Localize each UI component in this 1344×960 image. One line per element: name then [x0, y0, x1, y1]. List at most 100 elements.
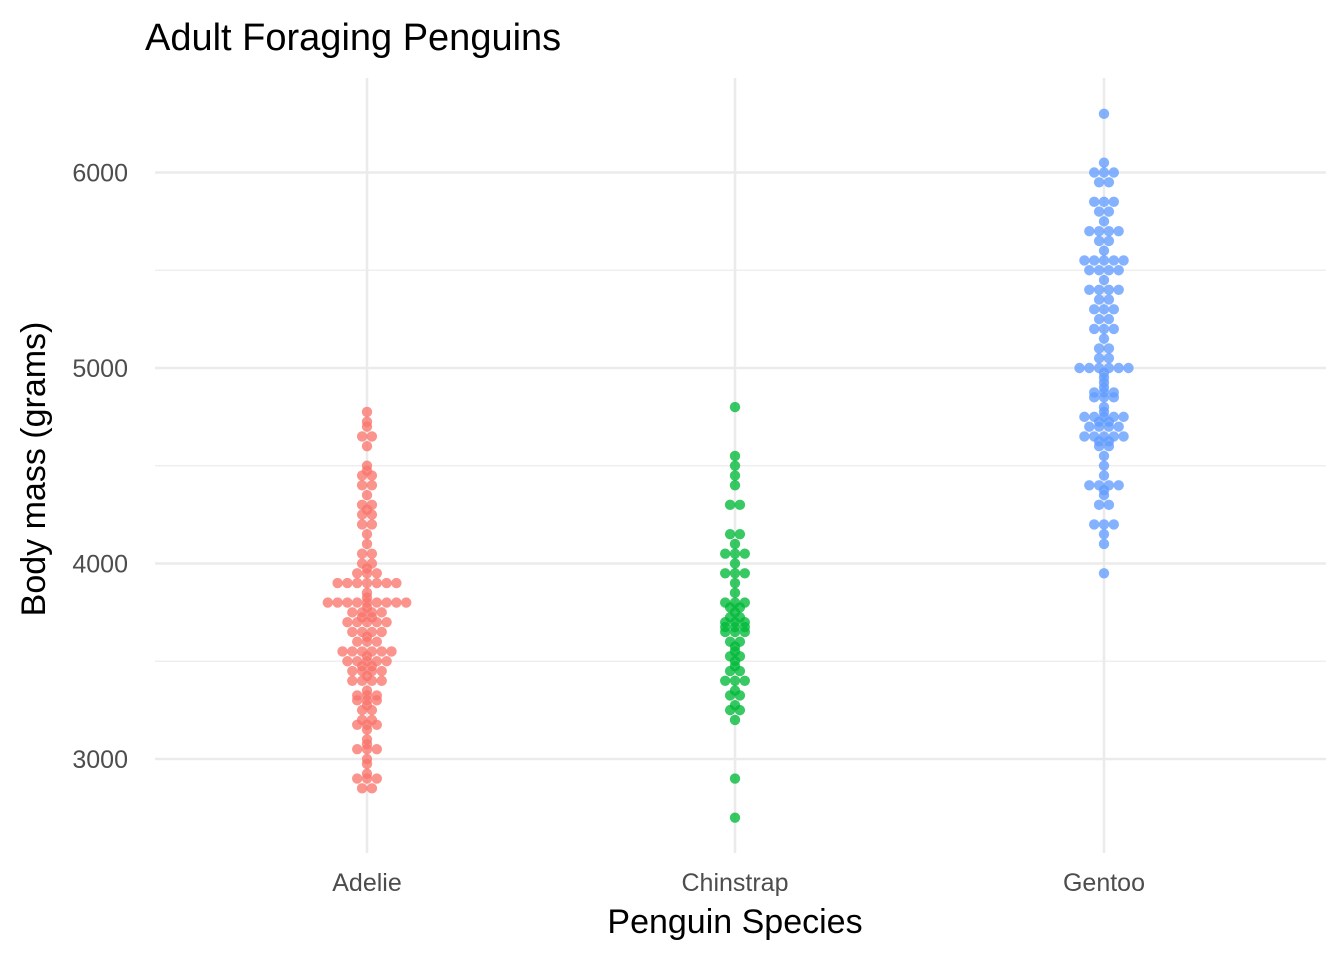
data-point-adelie: [366, 431, 378, 442]
data-point-gentoo: [1098, 323, 1110, 335]
data-point-adelie: [352, 597, 363, 608]
data-point-chinstrap: [720, 675, 731, 686]
x-tick-label: Gentoo: [1063, 869, 1145, 897]
data-point-adelie: [361, 734, 373, 745]
data-point-gentoo: [1098, 108, 1110, 120]
data-point-adelie: [361, 528, 373, 540]
data-point-adelie: [342, 656, 353, 667]
data-point-gentoo: [1103, 265, 1115, 276]
data-point-gentoo: [1103, 343, 1115, 354]
data-point-gentoo: [1118, 411, 1129, 423]
data-point-chinstrap: [729, 480, 741, 491]
data-point-adelie: [361, 441, 373, 452]
data-point-adelie: [332, 597, 343, 608]
data-point-gentoo: [1103, 206, 1115, 217]
data-point-adelie: [352, 773, 363, 784]
data-point-adelie: [361, 577, 373, 589]
data-point-gentoo: [1079, 255, 1090, 266]
data-point-adelie: [352, 577, 363, 589]
data-point-adelie: [347, 675, 358, 686]
data-point-chinstrap: [734, 636, 746, 647]
data-point-adelie: [366, 714, 378, 726]
data-point-gentoo: [1089, 411, 1100, 423]
data-point-gentoo: [1093, 362, 1105, 374]
gridlines: [155, 78, 1326, 853]
data-point-adelie: [352, 636, 363, 647]
data-point-gentoo: [1089, 167, 1100, 178]
data-point-adelie: [361, 489, 373, 501]
data-point-adelie: [376, 626, 387, 638]
data-point-gentoo: [1098, 450, 1110, 462]
data-point-gentoo: [1089, 323, 1100, 335]
data-point-gentoo: [1079, 431, 1090, 442]
data-point-chinstrap: [739, 675, 750, 686]
data-point-adelie: [356, 646, 368, 657]
data-point-adelie: [361, 768, 373, 779]
data-point-gentoo: [1103, 362, 1115, 374]
data-point-adelie: [352, 656, 363, 667]
data-point-adelie: [366, 626, 378, 638]
chart-title: Adult Foraging Penguins: [145, 17, 561, 59]
data-point-gentoo: [1098, 401, 1110, 413]
data-point-adelie: [361, 406, 373, 418]
data-point-chinstrap: [729, 558, 741, 569]
data-point-gentoo: [1108, 196, 1120, 208]
data-point-chinstrap: [734, 499, 746, 511]
data-point-gentoo: [1113, 421, 1124, 432]
data-point-gentoo: [1089, 196, 1100, 208]
data-point-gentoo: [1123, 362, 1134, 374]
data-point-gentoo: [1098, 196, 1110, 208]
data-point-gentoo: [1098, 470, 1110, 481]
data-point-adelie: [356, 558, 368, 569]
data-point-adelie: [391, 577, 402, 589]
data-point-gentoo: [1113, 225, 1124, 237]
data-point-adelie: [381, 577, 392, 589]
data-point-gentoo: [1103, 235, 1115, 247]
data-point-adelie: [371, 773, 382, 784]
data-point-gentoo: [1103, 294, 1115, 305]
y-tick-label: 6000: [72, 160, 128, 188]
data-point-chinstrap: [734, 528, 746, 540]
data-point-chinstrap: [739, 597, 750, 608]
data-point-adelie: [356, 519, 368, 530]
data-point-adelie: [371, 597, 382, 608]
data-point-gentoo: [1108, 431, 1120, 442]
data-point-chinstrap: [729, 773, 741, 784]
data-point-adelie: [332, 577, 343, 589]
data-point-gentoo: [1074, 362, 1085, 374]
data-point-adelie: [356, 783, 368, 794]
data-point-gentoo: [1098, 245, 1110, 256]
y-tick-label: 3000: [72, 746, 128, 774]
data-point-chinstrap: [724, 636, 736, 647]
data-point-adelie: [347, 646, 358, 657]
data-point-chinstrap: [729, 714, 741, 726]
data-point-gentoo: [1093, 225, 1105, 237]
data-point-gentoo: [1093, 206, 1105, 217]
data-point-adelie: [371, 690, 382, 701]
data-point-gentoo: [1089, 431, 1100, 442]
y-axis-ticks: 3000 4000 5000 6000: [72, 160, 128, 775]
data-point-adelie: [366, 548, 378, 559]
data-point-gentoo: [1093, 284, 1105, 295]
data-point-gentoo: [1093, 313, 1105, 325]
data-point-adelie: [342, 616, 353, 628]
data-point-chinstrap: [729, 587, 741, 599]
data-point-gentoo: [1098, 333, 1110, 344]
data-point-chinstrap: [724, 528, 736, 540]
data-point-adelie: [361, 416, 373, 427]
data-point-adelie: [366, 499, 378, 511]
data-point-gentoo: [1084, 284, 1095, 295]
data-point-chinstrap: [720, 568, 731, 579]
data-point-gentoo: [1113, 480, 1124, 491]
data-point-chinstrap: [729, 812, 741, 823]
data-point-gentoo: [1118, 255, 1129, 266]
data-point-adelie: [371, 568, 382, 579]
data-point-gentoo: [1084, 362, 1095, 374]
data-point-gentoo: [1103, 225, 1115, 237]
data-point-gentoo: [1093, 499, 1105, 511]
data-point-gentoo: [1098, 255, 1110, 266]
data-point-chinstrap: [729, 675, 741, 686]
data-point-gentoo: [1108, 323, 1120, 335]
data-point-chinstrap: [739, 548, 750, 559]
data-point-gentoo: [1103, 499, 1115, 511]
